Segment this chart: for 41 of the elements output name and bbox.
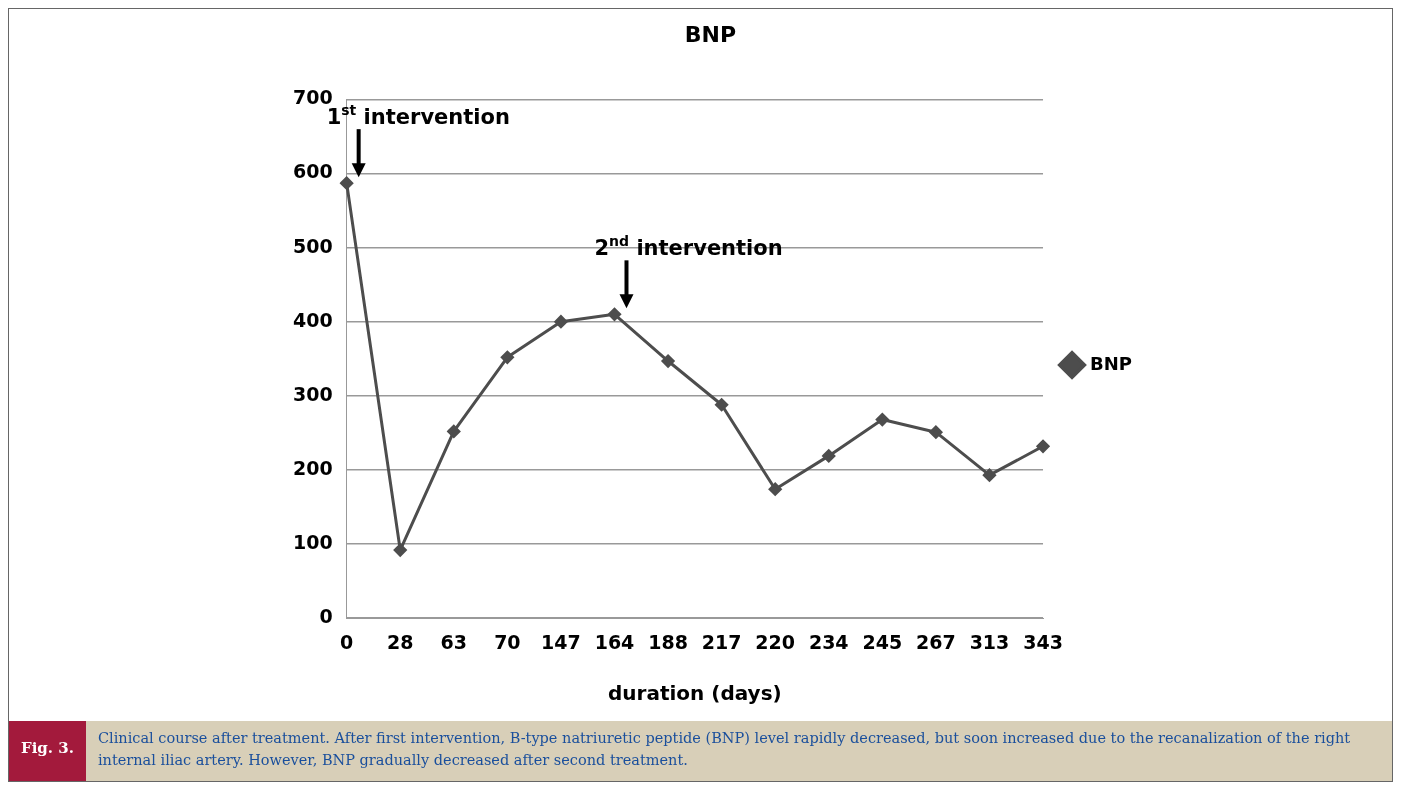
x-tick-label: 63 xyxy=(440,630,468,653)
x-tick-label: 164 xyxy=(594,630,635,653)
point xyxy=(1036,439,1050,453)
point xyxy=(500,350,514,364)
caption: Fig. 3. xyxy=(9,721,86,781)
x-tick-label: 343 xyxy=(1023,630,1063,653)
x-tick-label: 0 xyxy=(340,630,354,653)
y-tick-label: 200 xyxy=(292,456,333,479)
x-tick-label: 217 xyxy=(701,630,742,653)
text: Clinical course after treatment. After first intervention, B-type natriuretic peptide (BNP) level rapidly decreased, but soon increased due to the recanalization of the right internal iliac artery. However, BNP gradually decreased after second treatment. xyxy=(96,729,1352,770)
y-tick-label: 600 xyxy=(292,160,333,183)
point xyxy=(875,413,889,427)
y-tick-label: 300 xyxy=(292,382,333,405)
y-tick-label: 400 xyxy=(292,308,333,331)
legend-label: BNP xyxy=(1090,352,1133,374)
point xyxy=(768,482,782,496)
y-tick-label: 500 xyxy=(292,234,333,257)
y-tick-label: 700 xyxy=(292,86,333,109)
x-tick-label: 267 xyxy=(916,630,956,653)
point xyxy=(447,424,461,438)
x-tick-label: 220 xyxy=(755,630,796,653)
x-tick-label: 70 xyxy=(494,630,521,653)
x-tick-label: 313 xyxy=(969,630,1010,653)
point xyxy=(393,543,407,557)
point xyxy=(554,315,568,329)
y-tick-label: 100 xyxy=(292,531,333,554)
x-tick-label: 188 xyxy=(648,630,688,653)
x-tick-label: 234 xyxy=(808,630,849,653)
point xyxy=(607,307,621,321)
point xyxy=(661,354,675,368)
point xyxy=(929,425,943,439)
point xyxy=(340,176,354,190)
x-tick-label: 245 xyxy=(862,630,903,653)
x-axis-title: duration (days) xyxy=(607,681,782,706)
x-tick-label: 147 xyxy=(541,630,581,653)
point xyxy=(715,398,729,412)
x-tick-label: 28 xyxy=(387,630,414,653)
point xyxy=(822,449,836,463)
y-tick-label: 0 xyxy=(319,605,333,628)
chart-title: BNP xyxy=(684,21,737,47)
point xyxy=(982,468,996,482)
